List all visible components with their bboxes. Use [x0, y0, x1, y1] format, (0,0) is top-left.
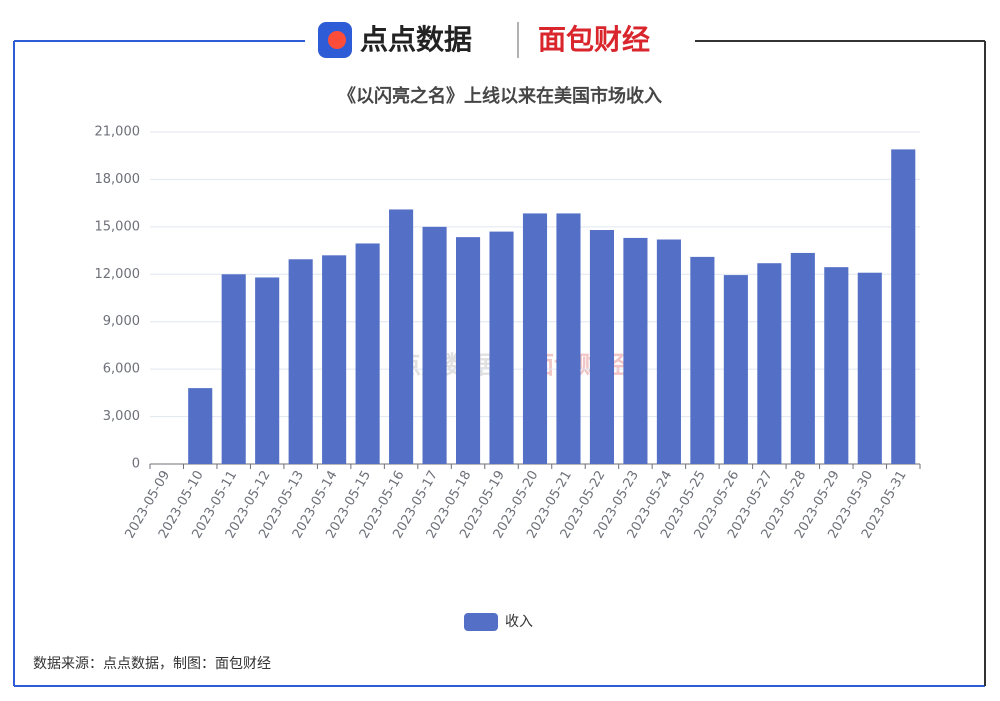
bar [422, 226, 447, 464]
bar [790, 252, 815, 464]
bar [389, 209, 414, 464]
bar [656, 239, 681, 464]
bar [322, 255, 347, 464]
bar [589, 230, 615, 464]
bar [757, 263, 782, 464]
bar [355, 243, 380, 464]
bar [556, 213, 581, 464]
legend-swatch [464, 613, 498, 631]
bar [221, 274, 246, 464]
frame [13, 22, 986, 687]
bar [623, 237, 648, 464]
brand-right: 面包财经 [538, 23, 650, 56]
y-tick-label: 21,000 [95, 125, 141, 140]
y-tick-label: 6,000 [103, 362, 140, 377]
bar [522, 213, 548, 464]
y-tick-label: 12,000 [95, 267, 141, 282]
bar [188, 388, 213, 464]
bar [455, 237, 481, 464]
y-tick-label: 0 [132, 457, 140, 472]
brand-left: 点点数据 [360, 23, 472, 56]
bar [255, 277, 280, 464]
y-tick-label: 9,000 [103, 314, 140, 329]
bar [824, 267, 849, 464]
bar [723, 275, 748, 464]
bar [288, 259, 313, 464]
chart-title: 《以闪亮之名》上线以来在美国市场收入 [338, 85, 662, 107]
y-tick-label: 15,000 [95, 219, 141, 234]
source-note: 数据来源：点点数据，制图：面包财经 [33, 656, 271, 672]
bar [690, 256, 715, 464]
y-tick-label: 18,000 [95, 172, 141, 187]
bar [891, 149, 916, 464]
y-tick-label: 3,000 [103, 409, 140, 424]
legend-label: 收入 [505, 614, 533, 630]
bar [489, 231, 514, 464]
bar [857, 272, 882, 464]
